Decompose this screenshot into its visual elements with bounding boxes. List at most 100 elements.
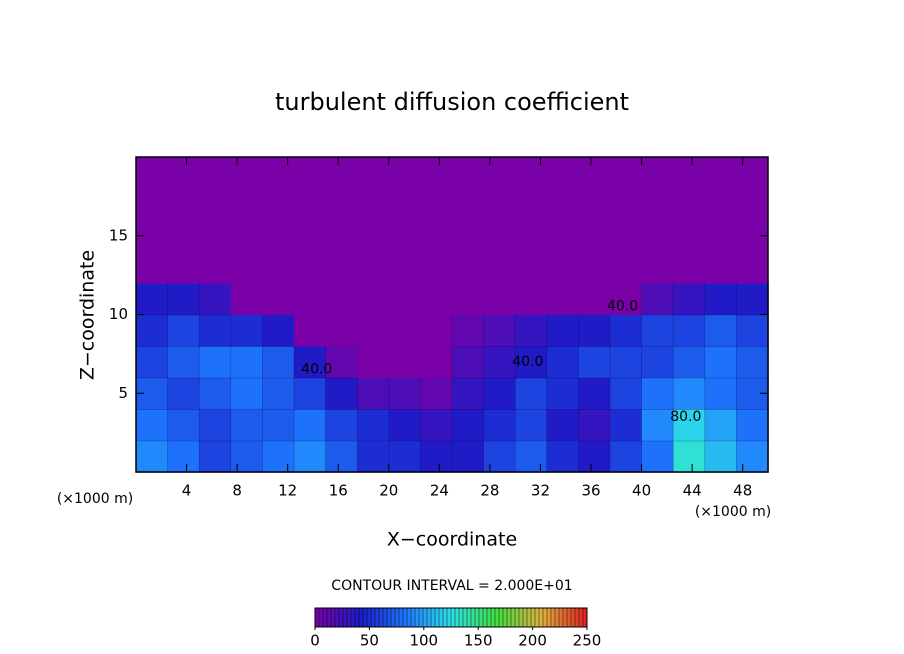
heat-cell (388, 188, 421, 221)
heat-cell (483, 157, 516, 189)
x-axis-label: X−coordinate (387, 529, 517, 551)
heat-cell (610, 283, 643, 315)
y-unit-label: (×1000 m) (57, 491, 133, 507)
heat-cell (230, 220, 263, 252)
heat-cell (420, 408, 453, 442)
heat-cell (357, 314, 390, 347)
x-tick-label: 40 (632, 482, 651, 500)
heat-cell (452, 220, 485, 252)
x-tick-label: 36 (581, 482, 600, 500)
colorbar-tick-label: 200 (518, 632, 547, 650)
heat-cell (199, 220, 232, 252)
heat-cell (325, 345, 359, 379)
heat-cell (578, 283, 611, 315)
heat-cell (388, 157, 421, 189)
heat-cell (262, 314, 295, 347)
heat-cell (641, 345, 674, 379)
heat-cell (135, 314, 169, 347)
heat-cell (135, 440, 169, 473)
heat-cell (357, 220, 390, 252)
heat-cell (230, 283, 263, 315)
heat-cell (167, 345, 201, 379)
heat-cell (325, 377, 359, 410)
heat-cell (388, 440, 422, 473)
chart-title: turbulent diffusion coefficient (275, 88, 629, 116)
heat-cell (325, 157, 358, 189)
x-tick-label: 28 (480, 482, 499, 500)
heat-cell (230, 440, 264, 473)
heat-cell (198, 408, 232, 442)
heat-cell (230, 377, 264, 410)
colorbar-tick-label: 250 (573, 632, 602, 650)
heat-cell (452, 188, 485, 221)
heat-cell (483, 440, 517, 473)
heat-cell (673, 220, 706, 252)
heat-cell (420, 377, 453, 410)
heat-cell (514, 345, 548, 379)
heat-cell (420, 346, 453, 378)
heat-cell (357, 157, 390, 189)
heat-cell (578, 345, 611, 379)
heat-cell (641, 408, 674, 442)
heat-cell (325, 314, 358, 347)
heat-cell (167, 220, 200, 252)
contour-label: 40.0 (512, 354, 543, 370)
heat-cell (451, 440, 485, 473)
contour-label: 80.0 (670, 409, 701, 425)
heat-cell (514, 408, 548, 442)
heat-cell (325, 283, 358, 315)
x-tick-label: 12 (278, 482, 297, 500)
heat-cell (609, 408, 643, 442)
heat-cell (262, 157, 295, 189)
heat-cell (704, 377, 738, 410)
heat-cell (198, 282, 232, 316)
heat-cell (451, 408, 485, 442)
heat-cell (515, 157, 548, 189)
heat-cell (672, 314, 706, 347)
heat-cell (546, 251, 579, 284)
heat-cell (736, 157, 769, 189)
heat-cell (736, 345, 769, 379)
heat-cell (514, 440, 548, 473)
x-tick-label: 48 (733, 482, 752, 500)
heat-cell (357, 251, 390, 284)
heat-cell (230, 314, 264, 347)
heat-cell (483, 188, 516, 221)
heat-cell (672, 377, 706, 410)
heat-cell (420, 251, 453, 284)
heat-cell (294, 283, 327, 315)
x-tick-label: 16 (329, 482, 348, 500)
heat-cell (167, 188, 200, 221)
heat-cell (388, 314, 421, 347)
heat-cell (578, 188, 611, 221)
heat-cell (294, 251, 327, 284)
heat-cell (420, 157, 453, 189)
heat-cell (736, 408, 769, 442)
heat-cell (325, 220, 358, 252)
x-tick-label: 44 (683, 482, 702, 500)
heat-cell (609, 377, 643, 410)
heat-cell (515, 283, 548, 315)
heat-cell (514, 314, 548, 347)
heat-cell (136, 251, 169, 284)
heat-cell (578, 220, 611, 252)
heat-cell (546, 345, 580, 379)
heat-cell (483, 345, 517, 379)
heat-cell (262, 440, 295, 473)
heat-cell (262, 283, 295, 315)
heat-cell (672, 408, 706, 442)
heat-cell (198, 314, 232, 347)
x-unit-label: (×1000 m) (695, 504, 771, 520)
heat-cell (704, 345, 738, 379)
heat-cell (673, 157, 706, 189)
heat-cell (610, 251, 643, 284)
heat-cell (546, 283, 579, 315)
heat-cell (641, 377, 674, 410)
heat-cell (388, 377, 422, 410)
heat-cell (135, 282, 169, 316)
colorbar-tick-label: 0 (310, 632, 320, 650)
heat-cell (135, 408, 169, 442)
heat-cell (704, 188, 737, 221)
x-tick-label: 32 (531, 482, 550, 500)
contour-label: 40.0 (607, 299, 638, 315)
